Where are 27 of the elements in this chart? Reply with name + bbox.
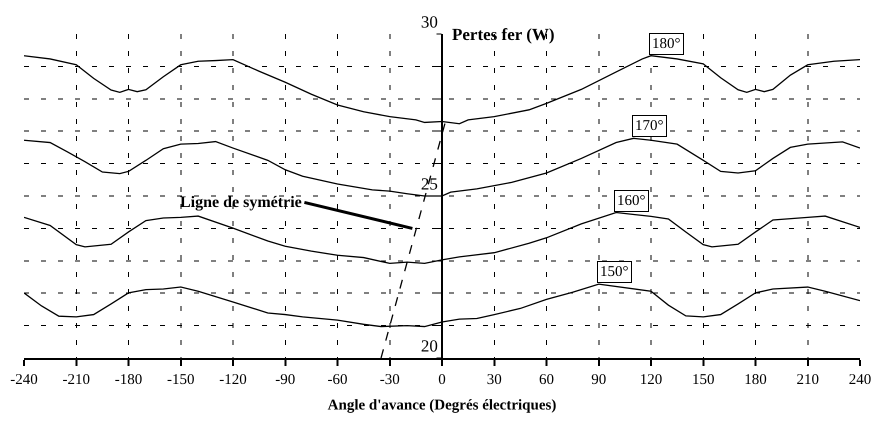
x-axis-title: Angle d'avance (Degrés électriques) [328,397,556,414]
y-tick-label: 30 [420,12,438,32]
x-tick-label: -60 [328,372,348,388]
x-tick-label: -90 [275,372,296,388]
x-tick-label: -150 [167,372,194,388]
y-axis-title: Pertes fer (W) [452,25,555,44]
x-tick-label: 150 [692,372,714,388]
series-label: 160° [617,193,646,209]
series-label: 180° [652,36,680,52]
x-tick-label: -120 [219,372,247,388]
x-tick-label: 30 [486,372,502,388]
x-tick-label: 240 [848,372,872,388]
x-tick-label: 90 [591,372,606,388]
x-tick-label: 210 [796,372,819,388]
x-tick-label: -30 [380,372,400,388]
x-tick-label: -210 [62,372,90,388]
x-tick-label: -240 [10,372,38,388]
annotation: Ligne de symétrie [180,194,302,211]
x-tick-label: 180 [744,372,767,388]
y-tick-label: 25 [420,174,438,194]
series-label: 170° [635,118,664,134]
x-tick-label: -180 [114,372,142,388]
x-tick-label: 60 [539,372,554,388]
x-tick-label: 120 [640,372,662,388]
x-tick-label: 0 [438,372,446,388]
series-label: 150° [600,264,628,280]
y-tick-label: 20 [420,336,438,356]
